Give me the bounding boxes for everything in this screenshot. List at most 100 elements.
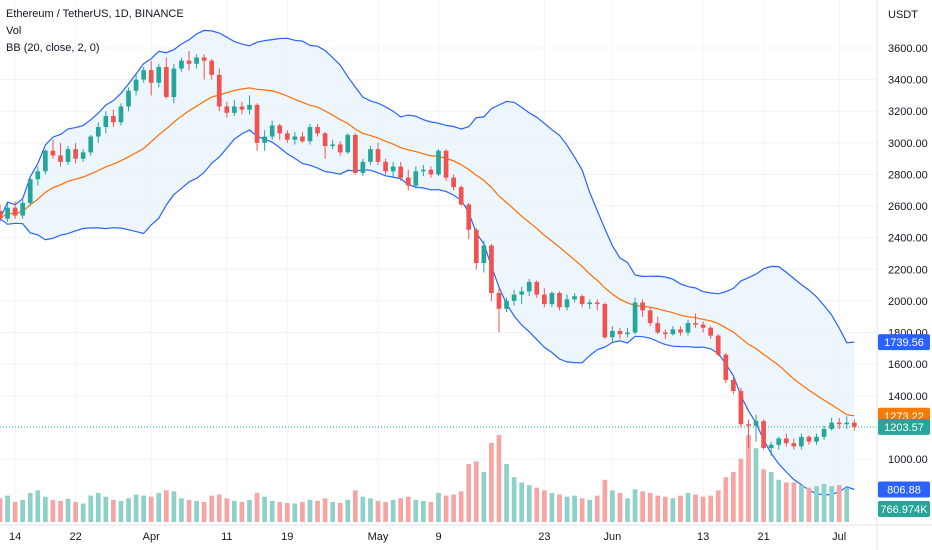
candle-body xyxy=(209,60,215,75)
price-tick-label: 2400.00 xyxy=(888,233,928,245)
volume-bar xyxy=(526,485,532,522)
candle xyxy=(277,123,283,140)
candle xyxy=(194,54,199,69)
volume-bar xyxy=(587,499,593,522)
volume-bar xyxy=(678,495,683,522)
bollinger-legend[interactable]: BB (20, close, 2, 0) xyxy=(6,42,100,54)
volume-bar xyxy=(685,493,691,522)
candle xyxy=(466,202,472,240)
candle-body xyxy=(542,294,547,305)
price-tick-label: 3600.00 xyxy=(888,43,928,55)
volume-bar xyxy=(670,498,676,522)
volume-bar xyxy=(35,490,41,522)
volume-bar xyxy=(534,487,540,522)
volume-tag-box xyxy=(878,501,930,517)
volume-bar xyxy=(126,498,131,522)
candle xyxy=(678,326,683,336)
candle-body xyxy=(148,70,154,83)
candle xyxy=(731,376,736,395)
candle xyxy=(262,130,267,151)
volume-bar xyxy=(791,482,797,522)
candle-body xyxy=(783,438,789,444)
candle-body xyxy=(610,330,615,338)
volume-bar xyxy=(186,499,192,522)
candle-body xyxy=(557,293,562,308)
candle xyxy=(851,419,857,431)
candle-body xyxy=(375,149,381,162)
candle xyxy=(829,417,834,431)
volume-bar xyxy=(715,490,721,522)
candle xyxy=(572,293,577,303)
bollinger-upper-line xyxy=(0,29,855,344)
candle-body xyxy=(421,169,426,172)
volume-bar xyxy=(647,493,653,522)
price-tick-label: 3200.00 xyxy=(888,106,928,118)
time-tick-label: 19 xyxy=(281,531,293,543)
candle-body xyxy=(632,302,638,333)
volume-bar xyxy=(542,490,547,522)
candlesticks xyxy=(0,51,857,456)
volume-bar xyxy=(579,498,585,522)
candle xyxy=(587,299,593,309)
candle xyxy=(481,240,487,273)
candle-body xyxy=(700,324,706,328)
symbol-legend[interactable]: Ethereum / TetherUS, 1D, BINANCE xyxy=(6,8,184,20)
volume-bar xyxy=(693,494,698,522)
candle-body xyxy=(799,436,804,447)
bollinger-lower-line xyxy=(0,129,855,496)
volume-bar xyxy=(103,496,109,522)
price-tick-label: 3400.00 xyxy=(888,75,928,87)
candle xyxy=(171,63,177,104)
volume-bar xyxy=(360,496,366,522)
candle-body xyxy=(186,60,192,64)
time-tick-label: 22 xyxy=(69,531,81,543)
candle xyxy=(103,111,109,134)
lower-band-tag-box xyxy=(878,481,930,498)
candle xyxy=(542,288,547,308)
volume-bar xyxy=(390,499,396,522)
volume-legend[interactable]: Vol xyxy=(6,25,22,37)
volume-bar xyxy=(640,491,645,522)
candle xyxy=(201,54,207,80)
candle xyxy=(693,313,698,328)
candle-body xyxy=(496,293,502,309)
candle xyxy=(58,142,63,167)
candle-body xyxy=(753,421,759,426)
volume-bar xyxy=(0,498,3,522)
price-tick-label: 3000.00 xyxy=(888,138,928,150)
volume-bar xyxy=(799,485,804,522)
candle-body xyxy=(232,106,237,113)
candle-body xyxy=(640,302,645,311)
candle xyxy=(579,294,585,308)
volume-bar xyxy=(292,503,298,522)
candle-body xyxy=(65,149,71,162)
candle xyxy=(27,176,33,207)
candle-body xyxy=(572,296,577,300)
volume-bar xyxy=(73,501,78,522)
candle xyxy=(148,60,154,96)
candle xyxy=(43,149,48,175)
candle xyxy=(534,280,540,298)
volume-bar xyxy=(821,484,827,522)
volume-bar xyxy=(708,495,714,522)
upper-band-tag-box xyxy=(878,334,930,351)
candle-body xyxy=(428,169,434,175)
candle xyxy=(284,130,290,143)
candle xyxy=(216,68,222,112)
candle-body xyxy=(20,202,26,216)
candle xyxy=(836,417,842,429)
time-axis-labels: 14 22 Apr 11 19 May 9 23 Jun 13 21 Jul xyxy=(9,531,846,543)
volume-bar xyxy=(50,499,56,522)
volume-bar xyxy=(594,495,600,522)
candle xyxy=(95,122,101,143)
candle-body xyxy=(844,422,850,425)
volume-bar xyxy=(284,503,290,522)
time-tick-label: 11 xyxy=(221,531,232,543)
candle-body xyxy=(315,127,320,134)
candle xyxy=(65,146,71,165)
volume-bar xyxy=(466,464,472,522)
candle xyxy=(761,419,766,450)
candle-body xyxy=(594,302,600,305)
volume-bar xyxy=(201,501,207,522)
